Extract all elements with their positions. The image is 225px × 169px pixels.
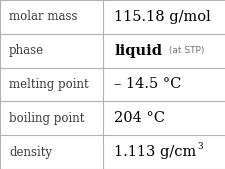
Text: boiling point: boiling point bbox=[9, 112, 84, 125]
Text: 3: 3 bbox=[196, 142, 202, 151]
Text: molar mass: molar mass bbox=[9, 10, 77, 23]
Text: phase: phase bbox=[9, 44, 44, 57]
Text: melting point: melting point bbox=[9, 78, 88, 91]
Text: (at STP): (at STP) bbox=[165, 46, 204, 55]
Text: 115.18 g/mol: 115.18 g/mol bbox=[114, 10, 210, 24]
Text: liquid: liquid bbox=[114, 44, 161, 58]
Text: 204 °C: 204 °C bbox=[114, 111, 164, 125]
Text: density: density bbox=[9, 146, 52, 159]
Text: 1.113 g/cm: 1.113 g/cm bbox=[114, 145, 196, 159]
Text: – 14.5 °C: – 14.5 °C bbox=[114, 78, 181, 91]
